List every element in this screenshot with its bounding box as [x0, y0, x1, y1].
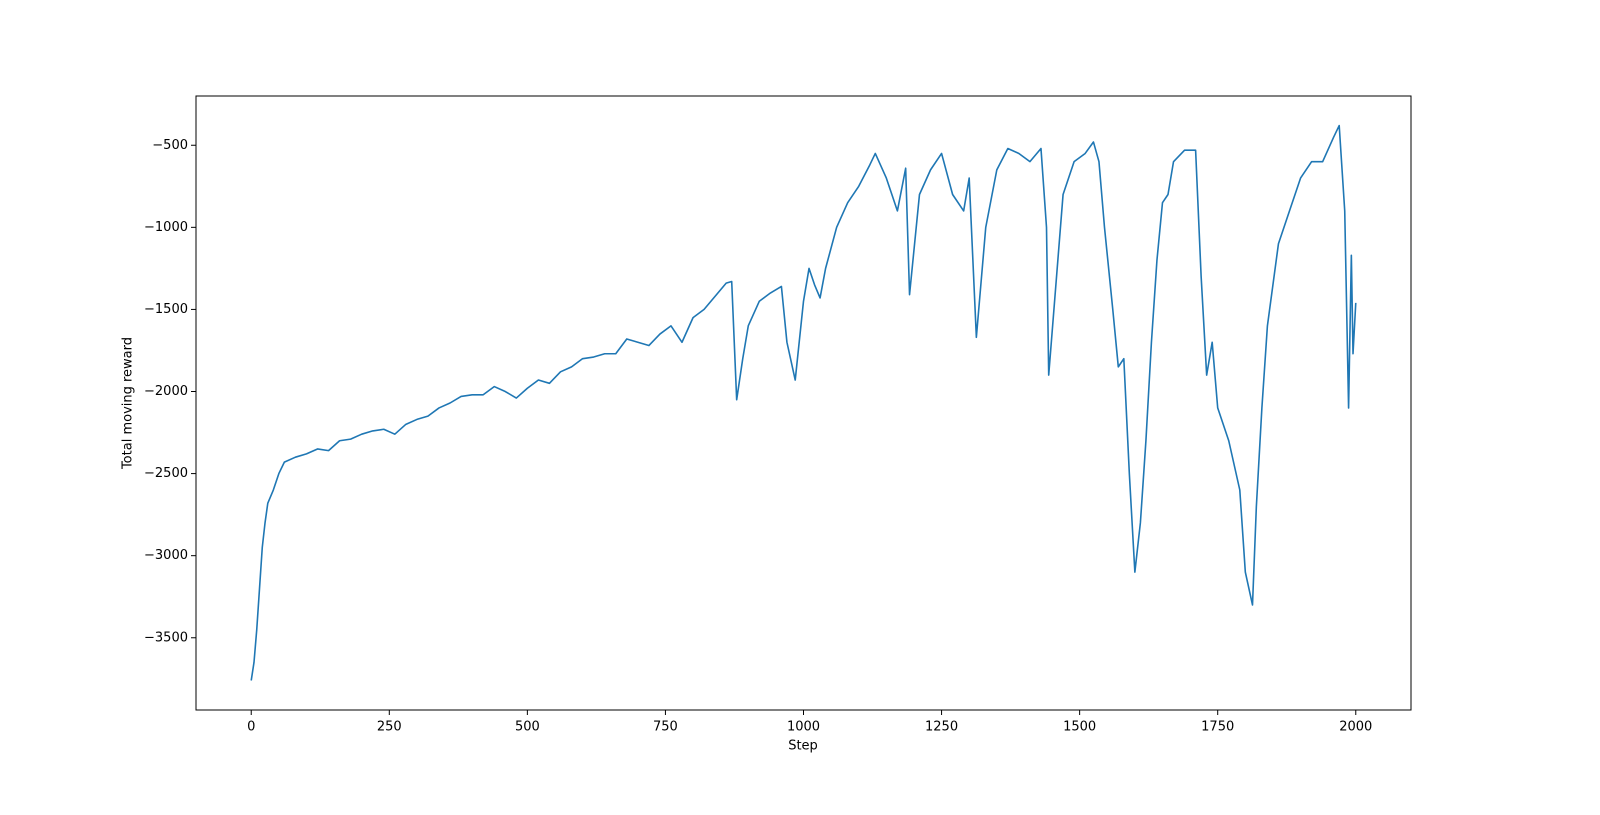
y-tick-label: −500	[152, 138, 188, 153]
y-tick-label: −1000	[144, 220, 188, 235]
x-tick-label: 1250	[925, 720, 958, 735]
x-tick-label: 1500	[1063, 720, 1096, 735]
x-tick-label: 500	[515, 720, 540, 735]
x-tick-label: 1750	[1201, 720, 1234, 735]
x-tick-label: 250	[377, 720, 402, 735]
x-tick-label: 0	[247, 720, 255, 735]
y-tick-label: −3000	[144, 548, 188, 563]
x-tick-label: 2000	[1339, 720, 1372, 735]
data-line	[250, 124, 1357, 681]
x-tick-label: 1000	[787, 720, 820, 735]
y-axis-label: Total moving reward	[121, 337, 136, 470]
plot-frame	[195, 95, 1412, 711]
x-tick-label: 750	[653, 720, 678, 735]
y-tick-label: −3500	[144, 630, 188, 645]
x-axis-label: Step	[788, 739, 818, 754]
y-tick-label: −1500	[144, 302, 188, 317]
y-tick-label: −2000	[144, 384, 188, 399]
y-tick-label: −2500	[144, 466, 188, 481]
